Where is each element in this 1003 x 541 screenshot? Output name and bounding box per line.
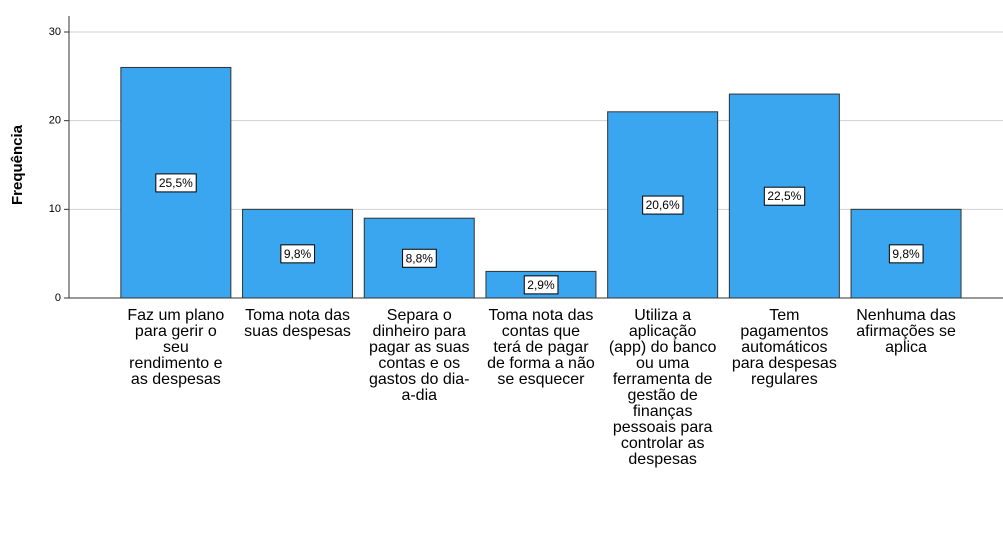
x-tick-label: Toma nota das contas que terá de pagar d… [487,308,595,388]
x-tick-label: Nenhuma das afirmações se aplica [856,308,956,356]
data-label: 9,8% [284,247,312,261]
x-tick-label: Faz um plano para gerir o seu rendimento… [127,308,225,388]
x-tick-label: Tem pagamentos automáticos para despesas… [731,308,837,388]
x-tick-label: Toma nota das suas despesas [244,308,351,340]
y-tick-label: 20 [49,115,61,127]
y-tick-label: 10 [49,203,61,215]
data-label-box [280,244,316,264]
data-label: 9,8% [892,247,920,261]
data-label-box [642,195,684,215]
y-tick-label: 30 [49,26,61,38]
data-label: 25,5% [159,176,193,190]
x-tick-label: Utiliza a aplicação (app) do banco ou um… [608,308,717,468]
data-label: 22,5% [767,189,801,203]
bar [120,66,232,299]
x-tick-label-box: Tem pagamentos automáticos para despesas… [731,308,837,388]
x-tick-label-box: Toma nota das suas despesas [244,308,351,340]
x-tick-label-box: Toma nota das contas que terá de pagar d… [487,308,595,388]
data-label-box [763,186,806,206]
x-tick-label-box: Separa o dinheiro para pagar as suas con… [368,308,470,404]
x-tick-label-box: Utiliza a aplicação (app) do banco ou um… [608,308,717,468]
data-label-box [523,275,559,295]
data-label: 2,9% [527,278,555,292]
x-tick-label-box: Nenhuma das afirmações se aplica [856,308,956,356]
y-axis-label: Frequência [9,124,26,205]
data-label-box [888,244,924,264]
data-label: 8,8% [406,251,434,265]
y-tick-label: 0 [55,292,61,304]
data-label-box [155,173,197,193]
data-label: 20,6% [646,198,680,212]
x-tick-label-box: Faz um plano para gerir o seu rendimento… [127,308,225,388]
x-tick-label: Separa o dinheiro para pagar as suas con… [368,308,470,404]
data-label-box [402,248,437,268]
